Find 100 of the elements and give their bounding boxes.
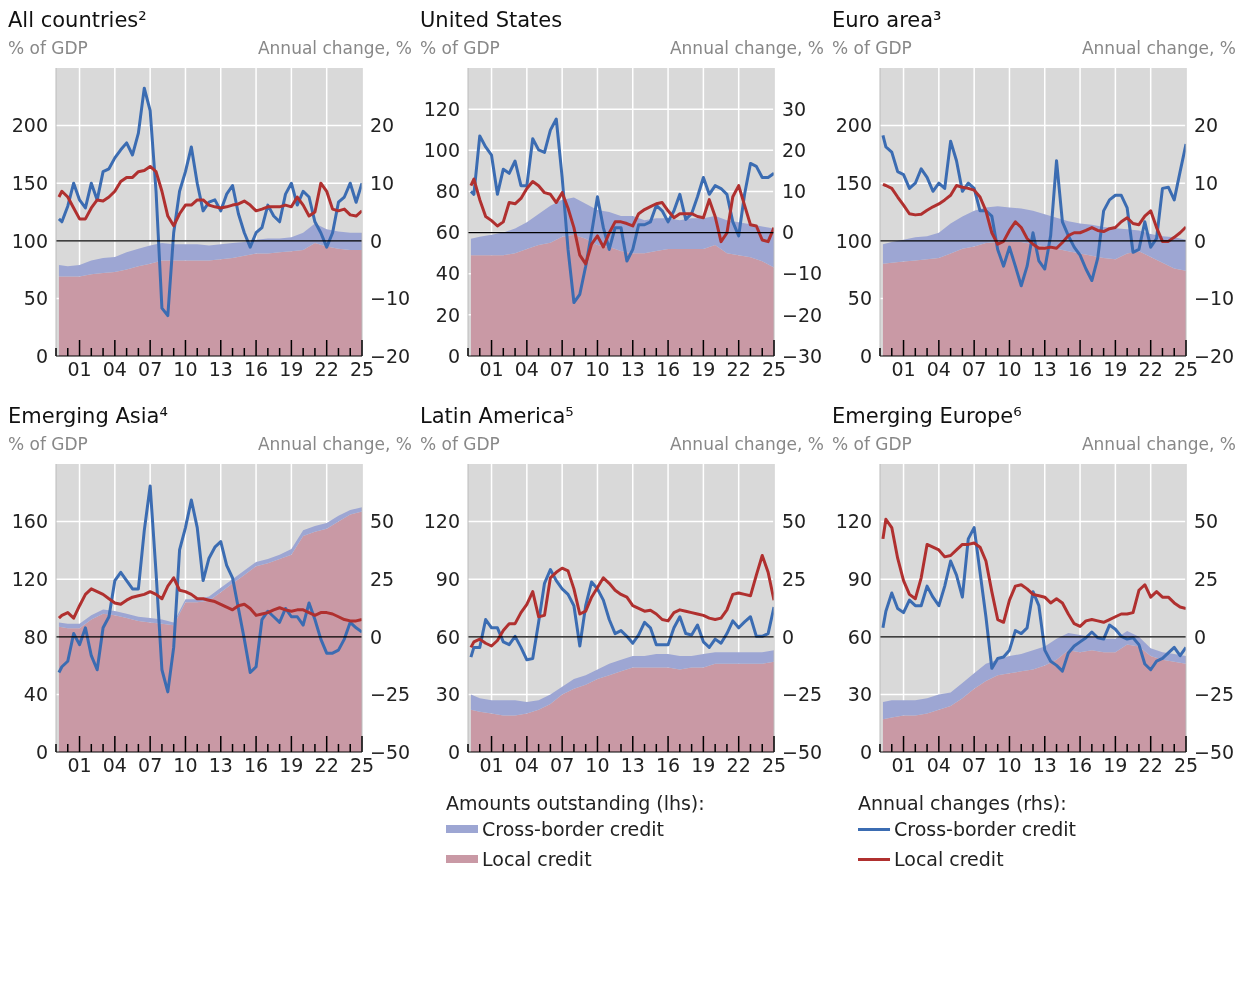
x-tick-label: 10 <box>173 358 198 380</box>
x-tick-label: 25 <box>761 754 787 776</box>
line-series <box>57 484 362 694</box>
y-tick-label: 60 <box>435 625 460 648</box>
legend-label: Cross-border credit <box>894 818 1077 840</box>
x-tick-label: 13 <box>620 358 645 380</box>
y-tick-label: 150 <box>11 171 48 194</box>
chart-title: Emerging Europe⁶ <box>832 404 1023 430</box>
x-tick-label: 04 <box>926 754 951 776</box>
y2-tick-label: 10 <box>1194 171 1219 194</box>
x-tick-label: 16 <box>1067 358 1093 380</box>
x-tick-label: 16 <box>1067 754 1093 776</box>
y-axis-title: % of GDP <box>420 434 500 456</box>
chart-title: All countries² <box>8 8 148 34</box>
y2-tick-label: −10 <box>782 262 823 285</box>
y2-tick-label: −20 <box>782 303 823 326</box>
x-tick-label: 13 <box>1032 754 1057 776</box>
y2-tick-label: −10 <box>370 287 411 310</box>
x-tick-label: 16 <box>243 358 269 380</box>
x-tick-label: 22 <box>1138 358 1163 380</box>
y2-tick-label: 50 <box>1194 510 1219 533</box>
y-tick-label: 200 <box>11 114 48 137</box>
x-tick-label: 01 <box>67 358 92 380</box>
x-tick-label: 07 <box>962 754 987 776</box>
x-tick-label: 16 <box>243 754 269 776</box>
y-tick-label: 0 <box>859 344 872 367</box>
x-tick-label: 25 <box>1173 358 1199 380</box>
x-tick-label: 04 <box>514 358 539 380</box>
y-tick-label: 120 <box>835 510 872 533</box>
x-tick-label: 19 <box>1103 358 1128 380</box>
x-tick-label: 19 <box>279 754 304 776</box>
line-series <box>469 117 774 305</box>
y-axis-title: % of GDP <box>832 434 912 456</box>
y2-tick-label: 50 <box>782 510 807 533</box>
y-axis-title: % of GDP <box>420 38 500 60</box>
y-tick-label: 50 <box>23 287 48 310</box>
y2-tick-label: 50 <box>370 510 395 533</box>
x-tick-label: 13 <box>208 358 233 380</box>
x-tick-label: 10 <box>585 754 610 776</box>
x-tick-label: 04 <box>102 358 127 380</box>
x-tick-label: 19 <box>691 754 716 776</box>
y-tick-label: 100 <box>835 229 872 252</box>
y-tick-label: 60 <box>847 625 872 648</box>
x-tick-label: 10 <box>997 754 1022 776</box>
x-tick-label: 22 <box>726 358 751 380</box>
y2-tick-label: −10 <box>1194 287 1235 310</box>
chart-title: United States <box>420 8 564 34</box>
line-series <box>57 86 362 318</box>
y2-tick-label: −25 <box>1194 683 1235 706</box>
y-tick-label: 30 <box>435 683 460 706</box>
x-tick-label: 22 <box>314 754 339 776</box>
line-series <box>469 177 774 266</box>
y2-tick-label: 20 <box>370 114 395 137</box>
x-tick-label: 19 <box>691 358 716 380</box>
x-tick-label: 10 <box>173 754 198 776</box>
x-tick-label: 13 <box>620 754 645 776</box>
y-tick-label: 40 <box>23 683 48 706</box>
y2-tick-label: −25 <box>370 683 411 706</box>
x-tick-label: 19 <box>279 358 304 380</box>
y-tick-label: 0 <box>859 740 872 763</box>
x-tick-label: 07 <box>138 754 163 776</box>
y-tick-label: 120 <box>423 97 460 120</box>
y-tick-label: 200 <box>835 114 872 137</box>
x-tick-label: 01 <box>891 358 916 380</box>
y2-tick-label: 10 <box>370 171 395 194</box>
line-series <box>469 568 774 662</box>
x-tick-label: 07 <box>962 358 987 380</box>
y-tick-label: 160 <box>11 510 48 533</box>
y2-axis-title: Annual change, % <box>257 38 412 60</box>
chart-title: Latin America⁵ <box>420 404 575 430</box>
y2-tick-label: 25 <box>1194 567 1219 590</box>
x-tick-label: 13 <box>1032 358 1057 380</box>
line-series <box>881 526 1186 673</box>
legend-label: Local credit <box>894 848 1004 870</box>
y2-tick-label: 0 <box>782 221 795 244</box>
y-tick-label: 120 <box>423 510 460 533</box>
line-series <box>57 576 362 623</box>
x-tick-label: 19 <box>1103 754 1128 776</box>
x-tick-label: 13 <box>208 754 233 776</box>
y2-axis-title: Annual change, % <box>1081 434 1236 456</box>
legend-label: Cross-border credit <box>482 818 665 840</box>
y2-tick-label: 0 <box>370 229 383 252</box>
y-tick-label: 60 <box>435 221 460 244</box>
y-tick-label: 100 <box>11 229 48 252</box>
x-tick-label: 04 <box>926 358 951 380</box>
y-tick-label: 90 <box>847 567 872 590</box>
x-tick-label: 04 <box>514 754 539 776</box>
line-series <box>881 517 1186 628</box>
x-tick-label: 07 <box>138 358 163 380</box>
x-tick-label: 22 <box>1138 754 1163 776</box>
x-tick-label: 10 <box>997 358 1022 380</box>
y-tick-label: 30 <box>847 683 872 706</box>
x-tick-label: 25 <box>761 358 787 380</box>
x-tick-label: 07 <box>550 754 575 776</box>
x-tick-label: 07 <box>550 358 575 380</box>
y-axis-title: % of GDP <box>8 434 88 456</box>
x-tick-label: 01 <box>479 754 504 776</box>
x-tick-label: 25 <box>349 754 375 776</box>
y2-axis-title: Annual change, % <box>669 38 824 60</box>
x-tick-label: 04 <box>102 754 127 776</box>
